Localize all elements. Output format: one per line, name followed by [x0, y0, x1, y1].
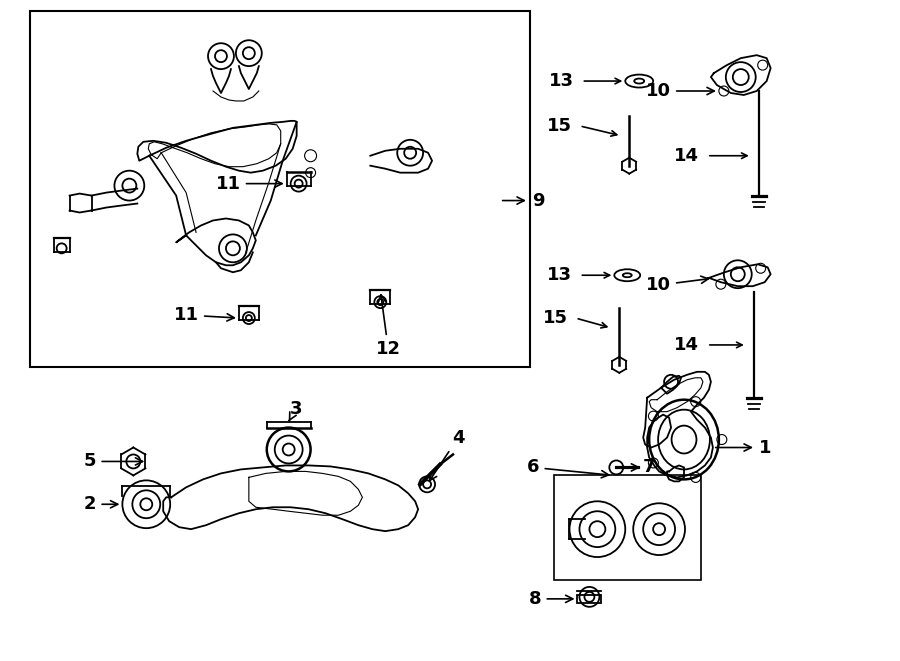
Text: 8: 8	[529, 590, 572, 608]
Text: 7: 7	[631, 459, 656, 477]
Text: 15: 15	[543, 309, 568, 327]
Text: 15: 15	[546, 117, 572, 135]
Text: 6: 6	[527, 459, 608, 478]
Text: 4: 4	[429, 428, 464, 481]
Bar	[578, 595, 601, 603]
Bar	[554, 475, 701, 580]
Text: 5: 5	[84, 452, 142, 471]
Text: 9: 9	[502, 192, 544, 210]
Text: 10: 10	[646, 82, 715, 100]
Text: 3: 3	[289, 400, 302, 420]
Text: 14: 14	[674, 336, 699, 354]
Text: 2: 2	[84, 495, 118, 514]
Text: 14: 14	[674, 147, 699, 165]
Bar	[30, 11, 530, 367]
Text: 12: 12	[376, 295, 400, 358]
Text: 10: 10	[646, 276, 708, 294]
Text: 1: 1	[716, 438, 771, 457]
Text: 13: 13	[548, 72, 573, 90]
Text: 13: 13	[546, 266, 572, 284]
Text: 11: 11	[216, 175, 282, 192]
Text: 11: 11	[174, 306, 234, 324]
